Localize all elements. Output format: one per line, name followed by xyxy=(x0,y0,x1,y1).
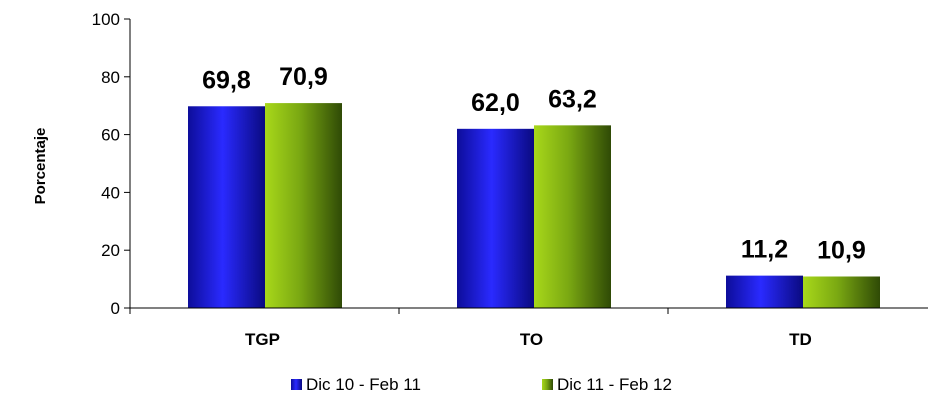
legend-label: Dic 10 - Feb 11 xyxy=(306,375,421,394)
category-label: TGP xyxy=(245,330,280,349)
bar-tgp-series-1 xyxy=(188,106,265,308)
bars xyxy=(188,103,880,309)
y-tick-label: 60 xyxy=(101,126,120,145)
data-label: 70,9 xyxy=(279,63,328,91)
category-label: TD xyxy=(789,330,812,349)
y-tick-label: 20 xyxy=(101,241,120,260)
legend-swatch xyxy=(291,379,302,390)
legend-swatch xyxy=(542,379,553,390)
y-axis-title: Porcentaje xyxy=(32,128,49,205)
y-tick-label: 100 xyxy=(92,10,120,29)
legend-label: Dic 11 - Feb 12 xyxy=(557,375,672,394)
bar-td-series-2 xyxy=(803,276,880,308)
data-label: 62,0 xyxy=(471,89,520,117)
data-label: 10,9 xyxy=(817,236,866,264)
y-tick-label: 40 xyxy=(101,183,120,202)
y-axis-ticks: 0 20 40 60 80 100 xyxy=(92,10,130,318)
data-label: 11,2 xyxy=(741,236,788,264)
bar-tgp-series-2 xyxy=(265,103,342,308)
y-tick-label: 80 xyxy=(101,68,120,87)
legend: Dic 10 - Feb 11 Dic 11 - Feb 12 xyxy=(291,375,672,394)
bar-td-series-1 xyxy=(726,275,803,308)
category-label: TO xyxy=(520,330,543,349)
data-label: 63,2 xyxy=(548,85,597,113)
data-labels: 69,8 70,9 62,0 63,2 11,2 10,9 xyxy=(202,63,866,264)
x-axis-categories: TGP TO TD xyxy=(129,308,812,349)
y-tick-label: 0 xyxy=(111,299,120,318)
bar-to-series-2 xyxy=(534,125,611,309)
data-label: 69,8 xyxy=(202,66,251,94)
bar-to-series-1 xyxy=(457,128,534,308)
